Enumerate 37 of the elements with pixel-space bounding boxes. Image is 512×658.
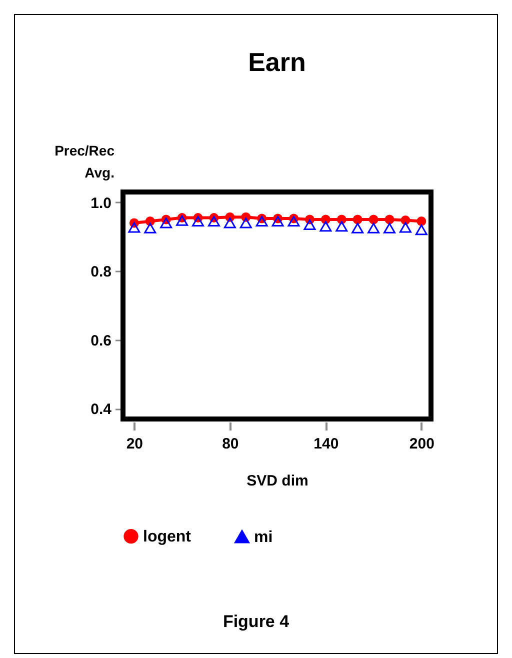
- y-tick-label: 0.4: [90, 401, 112, 418]
- point: [384, 222, 396, 234]
- y-axis-title: Prec/Rec Avg.: [54, 142, 115, 180]
- point: [399, 222, 412, 233]
- point: [208, 216, 220, 227]
- point: [176, 215, 188, 226]
- x-axis-title: SVD dim: [246, 472, 308, 490]
- legend-label: logent: [143, 528, 192, 546]
- point: [368, 214, 378, 224]
- point: [352, 214, 362, 224]
- point: [415, 224, 428, 236]
- y-tick-label: 0.8: [90, 264, 112, 281]
- point: [304, 219, 316, 230]
- x-tick-label: 140: [314, 436, 339, 452]
- point: [128, 222, 140, 233]
- x-tick-label: 80: [222, 436, 239, 452]
- point: [272, 216, 284, 227]
- point: [240, 218, 252, 228]
- point: [144, 222, 156, 234]
- x-tick-label: 200: [409, 436, 434, 452]
- chart-title: Earn: [248, 47, 306, 77]
- point: [352, 222, 364, 234]
- legend-label: mi: [254, 528, 273, 546]
- point: [320, 221, 332, 232]
- y-tick-label: 0.6: [90, 332, 112, 350]
- point: [416, 216, 426, 226]
- caption: Figure 4: [222, 612, 290, 632]
- x-tick-label: 20: [126, 436, 144, 452]
- point: [224, 218, 236, 228]
- point: [368, 222, 380, 234]
- point: [336, 221, 348, 232]
- y-tick-label: 1.0: [90, 194, 112, 212]
- point: [192, 216, 204, 227]
- point: [288, 216, 300, 227]
- point: [384, 214, 394, 224]
- point: [256, 216, 268, 227]
- point: [160, 218, 172, 228]
